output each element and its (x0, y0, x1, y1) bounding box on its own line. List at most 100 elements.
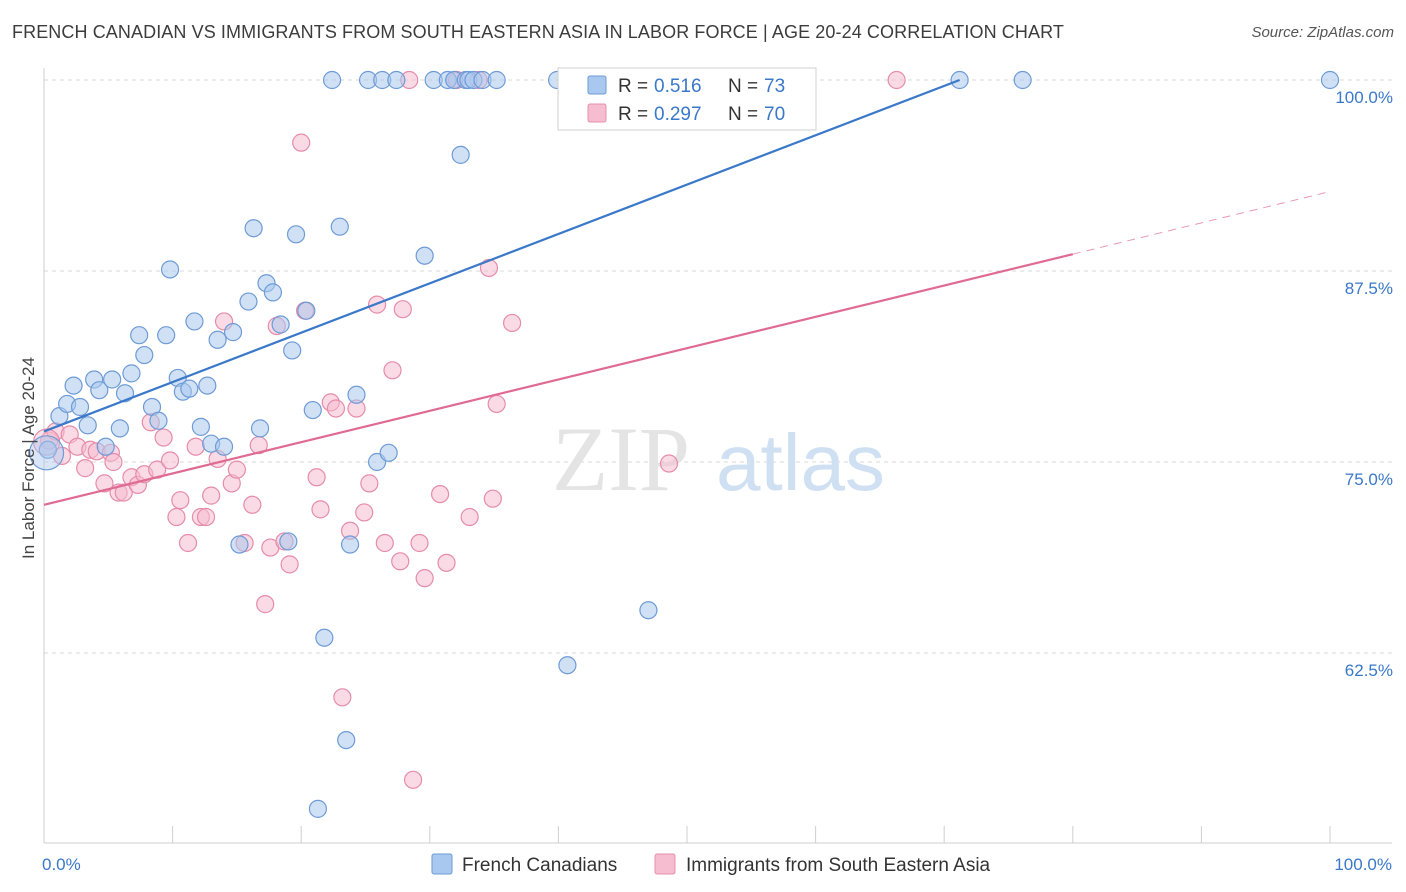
y-tick-label-2: 75.0% (1345, 470, 1393, 489)
french-canadians-point-9 (96, 437, 115, 456)
french-canadians-point-18 (160, 260, 180, 279)
immigrants-point-58 (415, 569, 434, 588)
french-canadians-point-22 (185, 312, 204, 331)
legend-n-value-1: 73 (764, 76, 785, 97)
legend-n-label-2: N = (728, 104, 758, 125)
immigrants-point-45 (333, 688, 352, 707)
french-canadians-point-0 (38, 440, 57, 459)
french-canadians-point-51 (379, 443, 398, 462)
bottom-legend: French Canadians Immigrants from South E… (431, 853, 991, 876)
immigrants-point-54 (393, 300, 412, 319)
french-canadians-point-42 (315, 628, 334, 647)
immigrants-point-19 (160, 451, 180, 470)
french-canadians-point-21 (180, 379, 199, 398)
x-tick-left: 0.0% (42, 855, 81, 874)
immigrants-point-39 (292, 133, 311, 152)
french-canadians-point-17 (157, 326, 176, 345)
immigrants-point-41 (307, 468, 326, 487)
legend-r-label-2: R = (618, 104, 648, 125)
y-tick-label-3: 62.5% (1345, 661, 1393, 680)
legend-r-value-1: 0.516 (654, 76, 702, 97)
series-immigrants-points (32, 70, 906, 789)
immigrants-point-10 (104, 452, 123, 472)
legend-swatch-blue (587, 75, 607, 95)
immigrants-point-68 (503, 313, 522, 333)
immigrants-point-44 (326, 399, 346, 418)
legend-r-value-2: 0.297 (654, 104, 702, 125)
french-canadians-point-5 (78, 416, 97, 435)
french-canadians-point-39 (297, 301, 316, 320)
french-canadians-point-47 (347, 385, 366, 404)
series-french-canadians-points (28, 70, 1340, 818)
immigrants-point-21 (171, 491, 190, 510)
legend-n-label-1: N = (728, 76, 758, 97)
french-canadians-point-32 (250, 419, 270, 438)
immigrants-point-53 (391, 552, 410, 571)
source-label: Source: ZipAtlas.com (1251, 24, 1394, 41)
immigrants-point-18 (154, 428, 173, 447)
immigrants-point-26 (202, 486, 221, 505)
french-canadians-point-53 (415, 246, 434, 265)
french-canadians-point-26 (208, 330, 227, 349)
y-tick-label-1: 87.5% (1345, 279, 1393, 298)
french-canadians-point-31 (244, 219, 263, 238)
watermark: ZIP atlas (552, 408, 885, 510)
trend-line-immigrants (43, 253, 1074, 506)
immigrants-point-51 (375, 533, 394, 553)
french-canadians-point-28 (223, 323, 243, 342)
y-tick-label-0: 100.0% (1335, 88, 1393, 107)
french-canadians-point-27 (214, 437, 234, 456)
immigrants-point-23 (186, 437, 205, 456)
french-canadians-point-68 (639, 601, 658, 620)
immigrants-point-70 (887, 70, 906, 90)
immigrants-point-49 (360, 474, 379, 493)
bottom-legend-label-2: Immigrants from South Eastern Asia (686, 855, 991, 876)
french-canadians-point-36 (279, 532, 298, 551)
grid-lines (44, 79, 1392, 654)
immigrants-point-20 (167, 507, 186, 527)
legend-box: R = 0.516 N = 73 R = 0.297 N = 70 (557, 67, 817, 131)
immigrants-point-48 (355, 503, 374, 522)
immigrants-point-5 (76, 459, 95, 478)
legend-r-label-1: R = (618, 76, 648, 97)
immigrants-point-57 (410, 533, 429, 553)
immigrants-point-42 (311, 500, 330, 519)
immigrants-point-55 (403, 770, 423, 789)
french-canadians-point-large (28, 435, 65, 471)
french-canadians-point-16 (149, 411, 168, 430)
french-canadians-point-44 (330, 217, 349, 236)
french-canadians-point-14 (135, 345, 154, 365)
watermark-atlas: atlas (716, 418, 885, 507)
trend-line-french-canadians (43, 78, 961, 433)
immigrants-point-69 (659, 454, 679, 473)
french-canadians-point-11 (115, 384, 135, 403)
immigrants-point-67 (487, 394, 506, 414)
immigrants-point-52 (383, 361, 402, 380)
french-canadians-point-43 (322, 70, 342, 90)
french-canadians-point-64 (558, 656, 577, 675)
french-canadians-point-7 (90, 381, 109, 400)
french-canadians-point-24 (198, 376, 217, 395)
french-canadians-point-35 (271, 315, 290, 334)
immigrants-point-59 (430, 484, 450, 504)
french-canadians-point-23 (191, 417, 210, 436)
french-canadians-point-3 (64, 376, 83, 395)
immigrants-point-12 (114, 483, 133, 502)
french-canadians-point-41 (308, 799, 328, 818)
chart-title: FRENCH CANADIAN VS IMMIGRANTS FROM SOUTH… (12, 22, 1064, 42)
trend-line-immigrants-extension (1072, 191, 1331, 255)
bottom-legend-label-1: French Canadians (462, 855, 617, 876)
immigrants-point-65 (483, 489, 502, 508)
immigrants-point-66 (479, 258, 499, 278)
immigrants-point-32 (243, 495, 262, 514)
bottom-legend-swatch-pink (654, 853, 676, 875)
french-canadians-point-40 (303, 400, 322, 420)
french-canadians-point-8 (103, 370, 122, 389)
french-canadians-point-62 (487, 70, 506, 90)
x-tick-labels: 0.0% 100.0% (42, 855, 1392, 874)
x-tick-right: 100.0% (1334, 855, 1392, 874)
french-canadians-point-57 (451, 145, 470, 164)
legend-swatch-pink (587, 103, 607, 123)
french-canadians-point-71 (1013, 70, 1032, 90)
french-canadians-point-45 (337, 730, 356, 750)
